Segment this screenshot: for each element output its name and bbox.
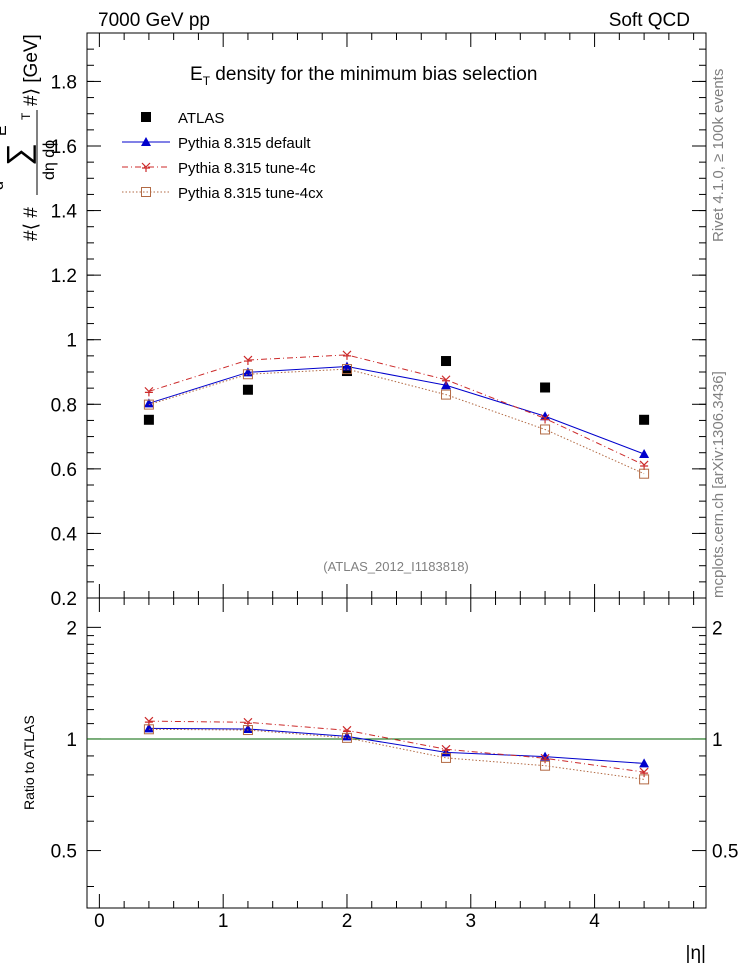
main-ticks: 0.2 0.4 0.6 0.8 1 1.2 1.4 1.6 1.8: [51, 32, 706, 610]
ratio-point-pythia-8-315-tune-4cx: [540, 760, 551, 771]
ylabel-right: #⟩ [GeV]: [21, 34, 42, 106]
main-line-pythia-8-315-default: [148, 366, 645, 455]
main-point-pythia-8-315-tune-4c: [441, 375, 451, 385]
ratio-point-pythia-8-315-tune-4cx: [242, 725, 253, 736]
main-ytick-label: 0.4: [51, 524, 78, 545]
xtick-label: 0: [94, 911, 105, 932]
legend-label-pythia-8-315-default: Pythia 8.315 default: [178, 135, 311, 152]
main-point-pythia-8-315-default: [639, 449, 650, 459]
xtick-label: 4: [589, 911, 600, 932]
watermark: (ATLAS_2012_I1183818): [323, 559, 469, 574]
ratio-series: [143, 716, 650, 785]
main-point-atlas: [341, 366, 352, 377]
main-point-pythia-8-315-tune-4c: [639, 460, 649, 470]
legend-label-pythia-8-315-tune-4cx: Pythia 8.315 tune-4cx: [178, 185, 324, 202]
ratio-ticks: 0.5 0.5 1 1 2 2 0 1 2 3 4: [51, 598, 738, 932]
main-point-pythia-8-315-tune-4c: [144, 386, 154, 397]
main-point-pythia-8-315-tune-4cx: [341, 364, 352, 375]
ratio-point-pythia-8-315-tune-4c: [342, 725, 352, 736]
ratio-point-pythia-8-315-tune-4c: [243, 717, 253, 728]
main-point-pythia-8-315-tune-4cx: [540, 424, 551, 435]
xtick-label: 3: [465, 911, 476, 932]
main-point-pythia-8-315-tune-4cx: [242, 369, 253, 380]
ratio-point-pythia-8-315-tune-4c: [144, 716, 154, 727]
ratio-line-pythia-8-315-tune-4c: [148, 720, 645, 773]
ylabel-e: E: [0, 125, 10, 136]
main-point-atlas: [242, 384, 253, 395]
main-ytick-label: 0.8: [51, 395, 77, 416]
main-point-pythia-8-315-tune-4cx: [639, 468, 650, 479]
main-ytick-label: 0.6: [51, 460, 77, 481]
ratio-point-pythia-8-315-default: [639, 758, 650, 768]
main-ytick-label: 0.2: [51, 589, 77, 610]
ratio-point-pythia-8-315-tune-4cx: [639, 774, 650, 785]
main-title: ET density for the minimum bias selectio…: [190, 64, 537, 88]
legend-marker-pythia-8-315-tune-4cx: [141, 187, 151, 197]
ylabel-sum: ∑: [0, 143, 36, 166]
ratio-frame: [86, 597, 707, 909]
side-label-top: Rivet 4.1.0, ≥ 100k events: [710, 69, 727, 242]
ylabel-d: d: [0, 181, 7, 190]
side-label-bottom: mcplots.cern.ch [arXiv:1306.3436]: [710, 371, 727, 598]
ratio-point-pythia-8-315-tune-4cx: [441, 752, 452, 763]
ratio-ytick-label-right: 1: [712, 730, 723, 751]
ylabel-denominator: dη dϕ: [41, 140, 58, 180]
main-point-pythia-8-315-tune-4c: [243, 355, 253, 366]
main-point-pythia-8-315-tune-4c: [342, 350, 352, 360]
header-right: Soft QCD: [609, 10, 690, 31]
ratio-ylabel: Ratio to ATLAS: [21, 715, 37, 810]
legend-label-pythia-8-315-tune-4c: Pythia 8.315 tune-4c: [178, 160, 316, 177]
main-point-atlas: [540, 382, 551, 393]
legend-marker-pythia-8-315-tune-4c: [141, 162, 151, 172]
main-ytick-label: 1.8: [51, 72, 77, 93]
legend-label-atlas: ATLAS: [178, 110, 224, 127]
main-ylabel: #⟨ # d ∑ E T dη dϕ #⟩ [GeV]: [0, 34, 58, 241]
xtick-label: 1: [218, 911, 229, 932]
ylabel-t: T: [19, 112, 33, 120]
ratio-ytick-label: 2: [66, 618, 77, 639]
main-panel: 0.2 0.4 0.6 0.8 1 1.2 1.4 1.6 1.8 ET density for…: [0, 32, 707, 610]
main-point-pythia-8-315-tune-4cx: [441, 389, 452, 400]
ratio-ytick-label-right: 0.5: [712, 842, 738, 863]
main-point-atlas: [143, 414, 154, 425]
main-line-pythia-8-315-tune-4c: [148, 354, 645, 466]
main-ytick-label: 1.6: [51, 137, 77, 158]
main-point-pythia-8-315-tune-4c: [540, 414, 550, 424]
ylabel-left: #⟨ #: [21, 207, 42, 241]
main-series: [143, 350, 650, 479]
ratio-panel: 0.5 0.5 1 1 2 2 0 1 2 3 4 Ratio to ATLAS |η|: [21, 597, 738, 964]
main-line-pythia-8-315-tune-4cx: [148, 368, 645, 475]
ratio-ytick-label: 1: [66, 730, 77, 751]
legend: ATLAS Pythia 8.315 default Pythia 8.315 tu…: [122, 110, 324, 202]
main-point-pythia-8-315-default: [143, 398, 154, 408]
legend-marker-atlas: [141, 112, 151, 122]
ratio-point-pythia-8-315-default: [540, 751, 551, 761]
x-axis-label: |η|: [686, 943, 706, 964]
ratio-point-pythia-8-315-tune-4cx: [143, 724, 154, 735]
main-point-atlas: [639, 414, 650, 425]
legend-marker-pythia-8-315-default: [141, 137, 151, 146]
header-left: 7000 GeV pp: [98, 10, 210, 31]
ratio-point-pythia-8-315-tune-4c: [639, 767, 649, 778]
ratio-ytick-label: 0.5: [51, 842, 77, 863]
ratio-ytick-label-right: 2: [712, 618, 723, 639]
xtick-label: 2: [342, 911, 353, 932]
ratio-point-pythia-8-315-default: [143, 723, 154, 733]
ratio-line-pythia-8-315-tune-4cx: [148, 728, 645, 780]
main-point-pythia-8-315-tune-4cx: [143, 399, 154, 410]
main-ytick-label: 1: [66, 331, 77, 352]
main-point-atlas: [441, 356, 452, 367]
main-ytick-label: 1.2: [51, 266, 77, 287]
main-ytick-label: 1.4: [51, 202, 78, 223]
main-point-pythia-8-315-default: [341, 361, 352, 371]
ratio-point-pythia-8-315-tune-4cx: [341, 732, 352, 743]
ratio-line-pythia-8-315-default: [148, 727, 645, 764]
